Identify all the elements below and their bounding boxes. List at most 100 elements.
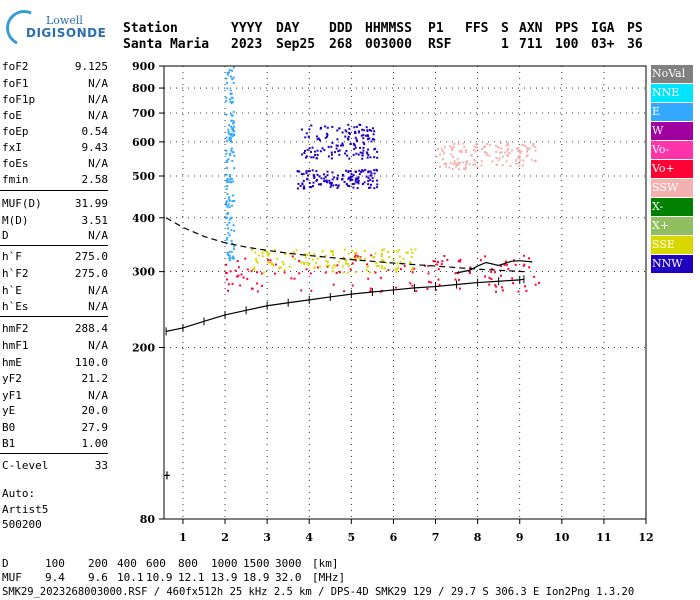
param-row: h`E N/A (2, 284, 108, 300)
echo-point (231, 128, 234, 131)
echo-point (362, 137, 365, 140)
param-value: 0.54 (81, 125, 109, 138)
echo-point (288, 265, 291, 268)
echo-point (354, 130, 357, 133)
echo-point (464, 167, 467, 170)
param-name: fmin (2, 173, 29, 186)
x-tick-label: 9 (516, 531, 524, 544)
echo-point (468, 272, 471, 275)
footer-distance-value: 100 (45, 557, 65, 570)
echo-point (319, 183, 322, 186)
echo-point (281, 261, 284, 264)
legend-item: X- (651, 198, 693, 216)
echo-point (405, 251, 408, 254)
echo-point (370, 129, 373, 132)
echo-point (366, 129, 369, 132)
echo-point (231, 127, 234, 130)
echo-point (228, 234, 231, 237)
echo-point (357, 153, 360, 156)
param-row: h`Es N/A (2, 300, 108, 316)
echo-point (457, 164, 460, 167)
echo-point (382, 248, 385, 251)
param-name: yE (2, 404, 16, 417)
header-value: Sep25 (276, 37, 316, 52)
echo-point (351, 249, 354, 252)
echo-point (331, 141, 334, 144)
echo-point (464, 163, 467, 166)
echo-point (475, 146, 478, 149)
echo-point (366, 265, 369, 268)
echo-point (337, 185, 340, 188)
echo-point (434, 260, 437, 263)
footer-distance-value: 1000 (211, 557, 238, 570)
echo-point (355, 140, 358, 143)
echo-point (368, 137, 371, 140)
param-value: N/A (88, 77, 108, 90)
echo-point (496, 163, 499, 166)
echo-point (331, 251, 334, 254)
echo-point (367, 148, 370, 151)
echo-point (501, 164, 504, 167)
echo-point (485, 151, 488, 154)
echo-point (457, 278, 460, 281)
echo-point (267, 254, 270, 257)
echo-point (225, 188, 228, 191)
echo-point (226, 72, 229, 75)
echo-point (525, 289, 528, 292)
echo-point (454, 272, 457, 275)
echo-point (413, 267, 416, 270)
echo-point (226, 87, 229, 90)
echo-point (507, 144, 510, 147)
echo-point (518, 150, 521, 153)
echo-point (333, 151, 336, 154)
echo-point (226, 242, 229, 245)
echo-point (367, 154, 370, 157)
echo-point (228, 199, 231, 202)
echo-point (228, 152, 231, 155)
echo-point (225, 216, 228, 219)
echo-point (315, 261, 318, 264)
echo-point (322, 173, 325, 176)
echo-point (497, 146, 500, 149)
echo-point (500, 151, 503, 154)
echo-point (365, 175, 368, 178)
echo-point (330, 157, 333, 160)
echo-point (452, 163, 455, 166)
echo-point (515, 162, 518, 165)
echo-point (310, 186, 313, 189)
echo-point (480, 160, 483, 163)
echo-point (230, 229, 233, 232)
echo-point (226, 278, 229, 281)
param-row: hmE 110.0 (2, 356, 108, 372)
echo-point (268, 252, 271, 255)
echo-point (308, 170, 311, 173)
echo-point (453, 142, 456, 145)
header-label: Station (123, 21, 178, 36)
echo-point (232, 151, 235, 154)
echo-point (324, 271, 327, 274)
echo-point (251, 248, 254, 251)
echo-point (227, 73, 230, 76)
echo-point (365, 126, 368, 129)
echo-point (343, 180, 346, 183)
echo-point (290, 277, 293, 280)
echo-point (300, 128, 303, 131)
echo-point (328, 179, 331, 182)
echo-point (325, 181, 328, 184)
echo-point (227, 130, 230, 133)
echo-point (324, 136, 327, 139)
echo-point (324, 125, 327, 128)
x-tick-label: 5 (347, 531, 355, 544)
y-tick-label: 600 (132, 136, 155, 149)
echo-point (336, 186, 339, 189)
echo-point (446, 258, 449, 261)
echo-point (526, 150, 529, 153)
echo-point (466, 160, 469, 163)
echo-point (361, 154, 364, 157)
echo-point (523, 263, 526, 266)
echo-point (458, 287, 461, 290)
echo-point (366, 152, 369, 155)
echo-point (344, 152, 347, 155)
footer-muf-value: 9.4 (45, 571, 65, 584)
echo-point (227, 232, 230, 235)
